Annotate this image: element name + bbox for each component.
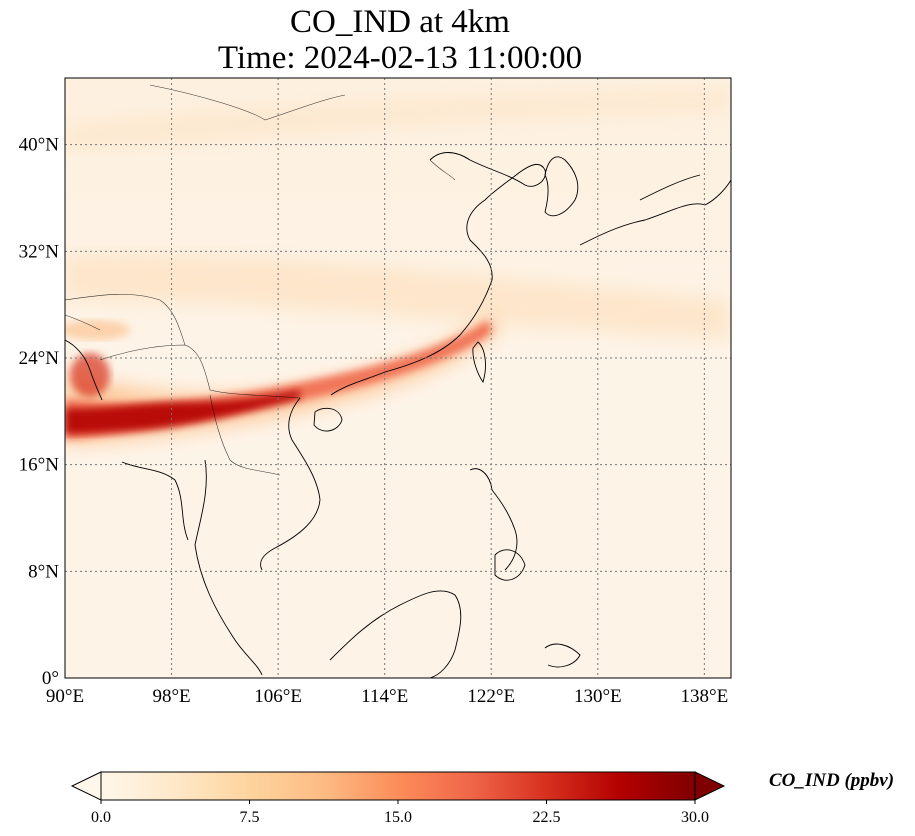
map-frame [64,77,732,679]
latitude-tick-label: 40°N [19,135,60,156]
country-borders [65,84,456,476]
longitude-tick-label: 106°E [254,686,302,707]
colorbar-tick-label: 0.0 [91,809,111,826]
latitude-tick-label: 32°N [19,241,60,262]
graticule [65,78,731,678]
latitude-ticks: 0° 8°N 16°N 24°N 32°N 40°N [19,135,60,689]
colorbar-tick-label: 7.5 [240,809,260,826]
latitude-tick-label: 16°N [19,455,60,476]
co-concentration-field [65,78,731,678]
colorbar-extend-low [70,771,102,801]
colorbar-tick-label: 22.5 [533,809,561,826]
map-time-subtitle: Time: 2024-02-13 11:00:00 [217,40,583,76]
colorbar: 0.0 7.5 15.0 22.5 30.0 [70,771,726,826]
longitude-ticks: 90°E 98°E 106°E 114°E 122°E 130°E 138°E [46,686,728,707]
longitude-tick-label: 138°E [681,686,729,707]
colorbar-label: CO_IND (ppbv) [769,770,895,791]
colorbar-extend-high [694,771,726,801]
latitude-tick-label: 8°N [28,561,59,582]
longitude-tick-label: 90°E [46,686,84,707]
map-title: CO_IND at 4km [290,4,510,40]
colorbar-tick-label: 15.0 [384,809,412,826]
colorbar-tick-label: 30.0 [681,809,709,826]
latitude-tick-label: 24°N [19,348,60,369]
colorbar-gradient [101,772,695,800]
longitude-tick-label: 130°E [574,686,622,707]
latitude-tick-label: 0° [42,668,59,689]
coastlines [65,152,731,678]
longitude-tick-label: 114°E [361,686,408,707]
longitude-tick-label: 122°E [467,686,515,707]
longitude-tick-label: 98°E [152,686,190,707]
